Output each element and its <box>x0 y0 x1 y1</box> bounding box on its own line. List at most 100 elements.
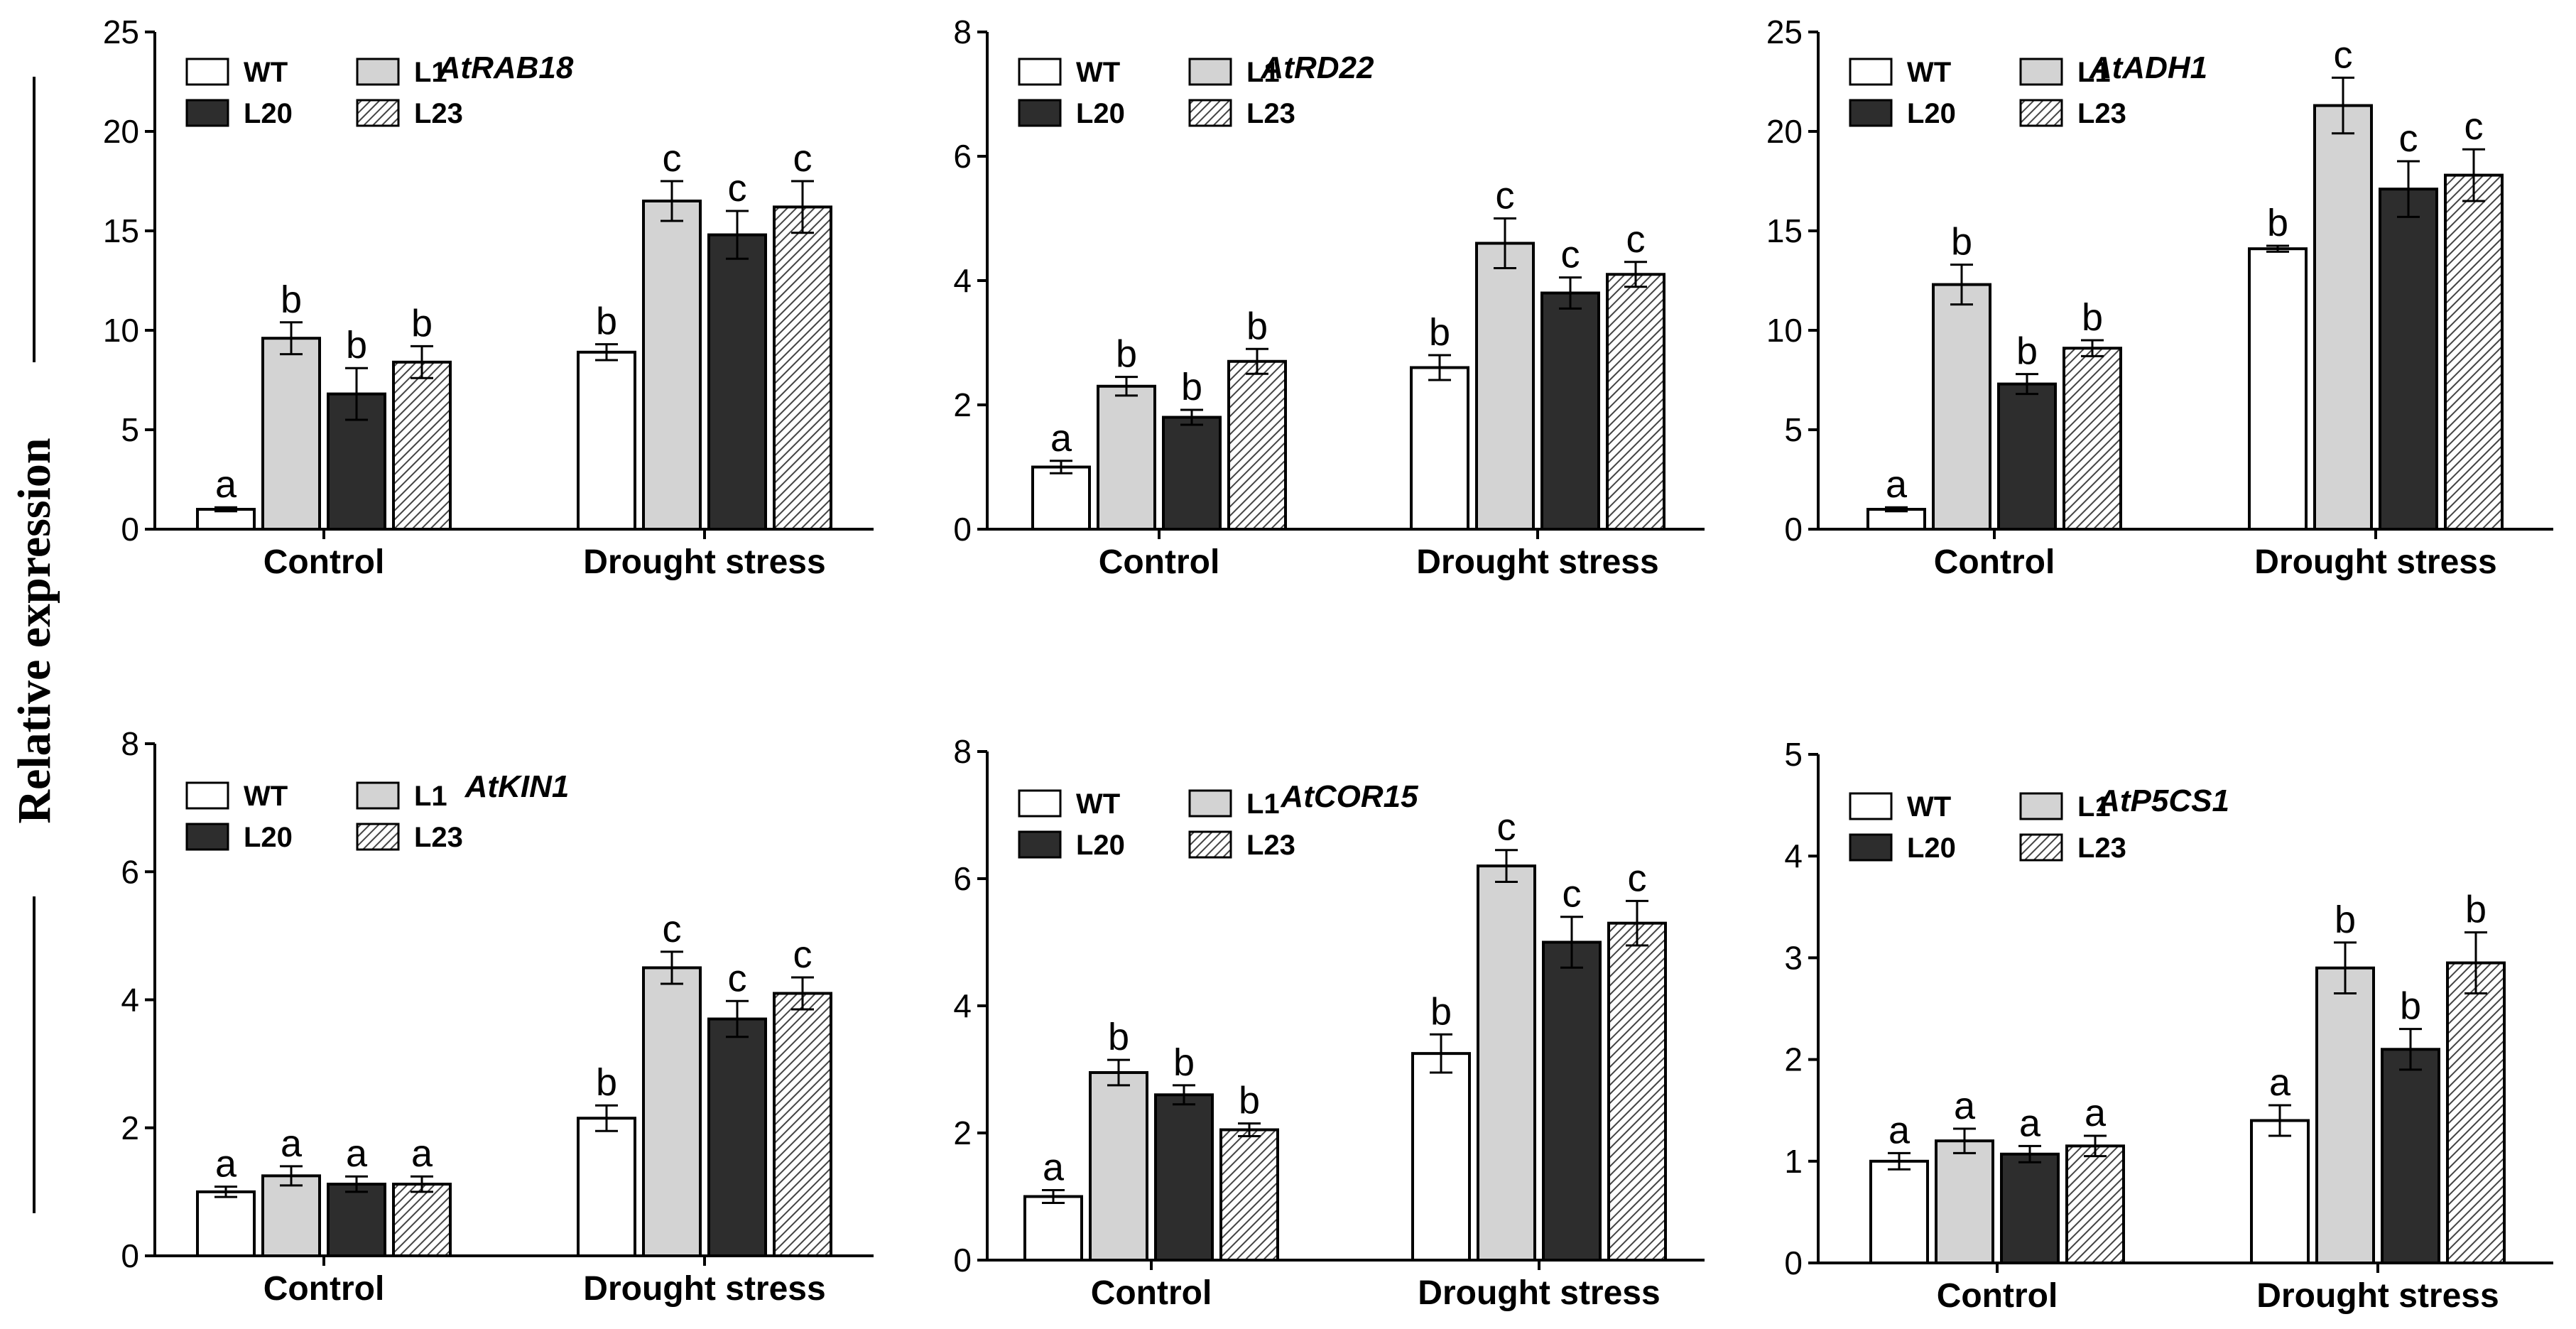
y-tick-label: 15 <box>103 212 139 249</box>
legend-swatch-WT <box>1849 792 1893 820</box>
significance-letter: a <box>2019 1102 2041 1144</box>
y-tick-label: 4 <box>1784 837 1803 874</box>
legend-label-L23: L23 <box>1246 98 1295 129</box>
bar-L20 <box>327 1183 386 1258</box>
legend-swatch-L20 <box>185 99 229 127</box>
significance-letter: b <box>2400 985 2421 1028</box>
bar-L1 <box>1475 242 1535 531</box>
significance-letter: a <box>1050 417 1072 460</box>
y-tick-label: 3 <box>1784 939 1803 976</box>
legend-label-L1: L1 <box>1246 57 1280 88</box>
legend-swatch-L20 <box>1849 99 1893 127</box>
bar-WT <box>577 350 636 531</box>
significance-letter: b <box>2016 330 2038 373</box>
legend-label-L20: L20 <box>244 822 293 853</box>
legend-label-L23: L23 <box>414 822 463 853</box>
legend-label-L20: L20 <box>244 98 293 129</box>
y-tick-label: 2 <box>121 1110 139 1146</box>
bar-WT <box>1410 366 1469 531</box>
legend-swatch-WT <box>1018 789 1062 818</box>
y-tick-label: 6 <box>121 853 139 890</box>
significance-letter: a <box>215 463 237 506</box>
x-category-label: Control <box>1099 543 1220 581</box>
significance-letter: c <box>2399 117 2418 160</box>
bar-L23 <box>1227 359 1287 531</box>
y-tick-label: 10 <box>103 312 139 349</box>
y-tick-label: 0 <box>953 1242 972 1279</box>
legend-swatch-L20 <box>1018 830 1062 859</box>
legend-label-WT: WT <box>1907 57 1951 88</box>
significance-letter: b <box>1108 1016 1129 1058</box>
y-tick-label: 1 <box>1784 1143 1803 1180</box>
x-category-label: Control <box>263 543 385 581</box>
bar-WT <box>577 1117 636 1257</box>
legend-label-WT: WT <box>1907 791 1951 823</box>
y-tick-label: 4 <box>953 987 972 1024</box>
legend-label-L23: L23 <box>1246 830 1295 861</box>
chart-title: AtCOR15 <box>1280 779 1418 814</box>
y-axis-label: Relative expression <box>9 438 60 823</box>
legend-label-L23: L23 <box>2077 98 2126 129</box>
legend-label-L20: L20 <box>1907 832 1956 864</box>
significance-letter: a <box>1886 463 1908 506</box>
bar-L20 <box>1154 1093 1214 1262</box>
bar-L1 <box>1089 1070 1148 1262</box>
x-category-label: Control <box>263 1270 385 1308</box>
legend-label-L1: L1 <box>2077 791 2111 823</box>
bar-L20 <box>2379 188 2438 531</box>
bar-L1 <box>261 337 321 531</box>
significance-letter: b <box>596 300 617 343</box>
legend-swatch-WT <box>185 781 229 810</box>
legend-label-L1: L1 <box>414 781 447 812</box>
bar-L23 <box>392 360 452 531</box>
legend-swatch-L1 <box>1188 58 1232 86</box>
bar-L20 <box>1162 416 1222 531</box>
chart-title: AtADH1 <box>2089 50 2207 85</box>
bar-WT <box>1866 508 1926 531</box>
bar-L23 <box>2446 961 2506 1265</box>
bar-L20 <box>327 392 386 531</box>
legend-label-L1: L1 <box>2077 57 2111 88</box>
legend-swatch-L1 <box>1188 789 1232 818</box>
chart-panel-AtADH1: 0 5 10 15 20 25 Control a b b b Drought stress b c c c W… <box>1766 13 2553 581</box>
x-category-label: Drought stress <box>2254 543 2496 581</box>
bar-WT <box>2250 1119 2310 1265</box>
x-category-label: Drought stress <box>583 543 825 581</box>
bar-WT <box>196 1190 256 1257</box>
bar-WT <box>1023 1195 1083 1262</box>
y-tick-label: 4 <box>121 982 139 1019</box>
significance-letter: b <box>411 302 433 345</box>
bar-L1 <box>2315 966 2375 1264</box>
chart-panel-AtCOR15: 0 2 4 6 8 Control a b b b Drought stress b c c c WT L1 L2… <box>953 733 1705 1312</box>
significance-letter: c <box>663 137 682 180</box>
legend-label-L23: L23 <box>414 98 463 129</box>
bar-L23 <box>773 205 832 531</box>
bar-L23 <box>392 1183 452 1258</box>
bar-L23 <box>773 992 832 1258</box>
legend-swatch-WT <box>1018 58 1062 86</box>
significance-letter: a <box>1888 1109 1911 1151</box>
legend-swatch-L20 <box>1849 833 1893 862</box>
chart-title: AtP5CS1 <box>2097 783 2229 818</box>
x-category-label: Drought stress <box>583 1270 825 1308</box>
bar-WT <box>1869 1159 1929 1265</box>
y-tick-label: 25 <box>1766 13 1803 50</box>
legend-label-L20: L20 <box>1907 98 1956 129</box>
significance-letter: b <box>1951 221 1972 264</box>
bar-L20 <box>2381 1048 2440 1265</box>
legend-label-WT: WT <box>244 781 288 812</box>
legend-swatch-L1 <box>2019 58 2063 86</box>
legend-swatch-L1 <box>2019 792 2063 820</box>
y-tick-label: 0 <box>121 511 139 548</box>
bar-L1 <box>2313 104 2373 531</box>
y-tick-label: 25 <box>103 13 139 50</box>
chart-title: AtRD22 <box>1261 50 1374 85</box>
y-tick-label: 8 <box>953 13 972 50</box>
y-tick-label: 0 <box>121 1237 139 1274</box>
y-tick-label: 20 <box>1766 113 1803 150</box>
legend-label-L20: L20 <box>1076 98 1125 129</box>
significance-letter: b <box>1429 311 1450 354</box>
y-tick-label: 6 <box>953 138 972 175</box>
significance-letter: b <box>2335 899 2356 941</box>
